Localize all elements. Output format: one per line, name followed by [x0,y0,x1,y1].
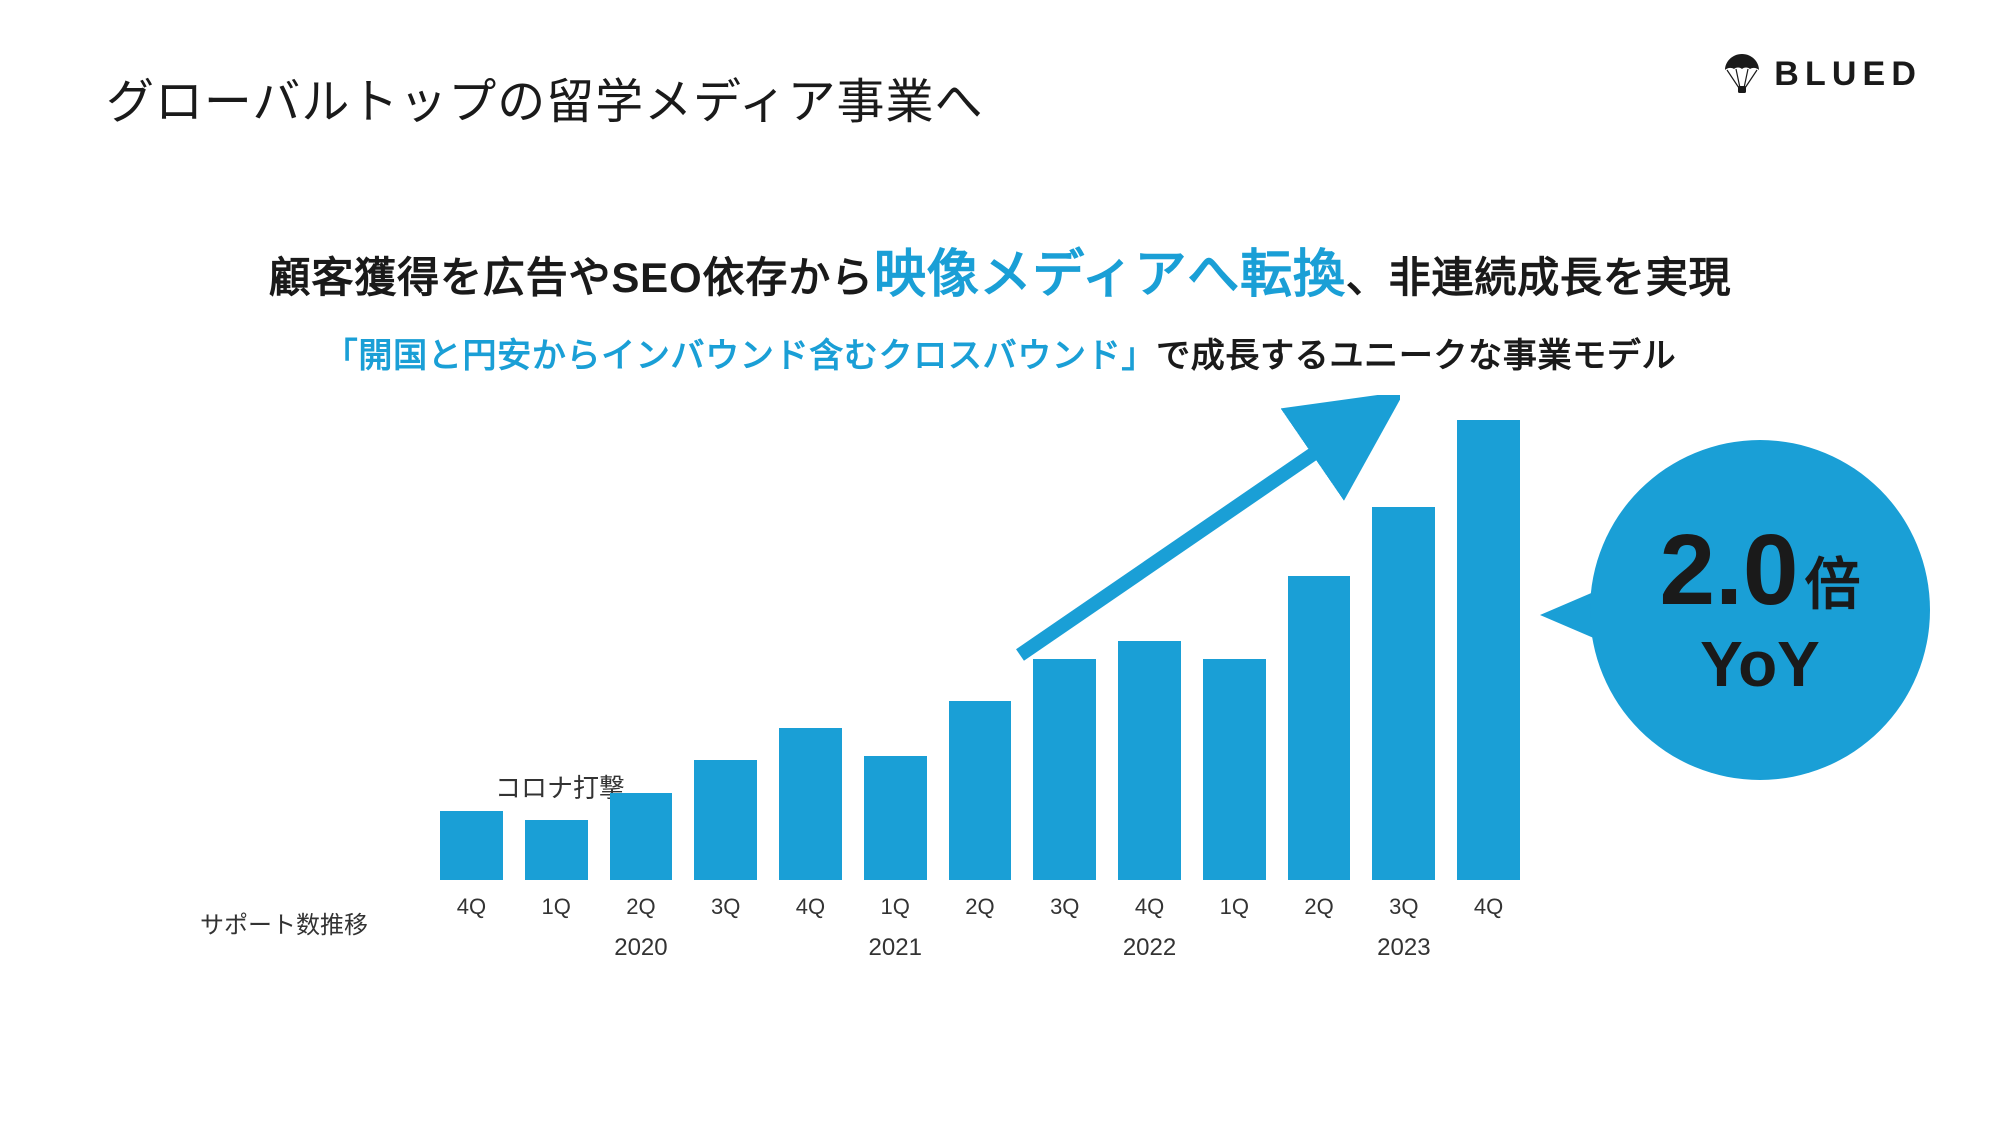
bar [949,701,1012,880]
headline: 顧客獲得を広告やSEO依存から映像メディアへ転換、非連続成長を実現 [0,232,2000,307]
callout-bubble: 2.0 倍 YoY [1590,440,1930,780]
subheadline-black: で成長するユニークな事業モデル [1156,337,1676,375]
page-title: グローバルトップの留学メディア事業へ [106,62,983,132]
x-tick-label: 1Q [525,894,588,920]
year-label: 2020 [614,934,667,962]
headline-part1: 顧客獲得を広告やSEO依存から [269,254,874,301]
callout-unit: 倍 [1805,540,1861,621]
brand-logo: BLUED [1722,52,1922,96]
callout-number: 2.0 [1659,520,1798,620]
x-tick-label: 4Q [1118,894,1181,920]
year-label: 2023 [1377,934,1430,962]
x-tick-label: 4Q [440,894,503,920]
headline-part2: 、非連続成長を実現 [1346,254,1732,301]
bar [1033,659,1096,880]
x-tick-label: 3Q [1372,894,1435,920]
x-tick-label: 3Q [1033,894,1096,920]
x-tick-label: 2Q [610,894,673,920]
year-label: 2022 [1123,934,1176,962]
trend-arrow [1000,395,1400,675]
bar [864,756,927,880]
headline-emphasis: 映像メディアへ転換 [874,246,1346,304]
bar [525,820,588,880]
x-tick-label: 4Q [779,894,842,920]
y-axis-label: サポート数推移 [200,905,368,940]
growth-callout: 2.0 倍 YoY [1540,440,1930,780]
x-tick-label: 2Q [949,894,1012,920]
bar [1203,659,1266,880]
callout-line2: YoY [1700,627,1820,701]
bar [440,811,503,880]
parachute-icon [1722,52,1762,96]
bar [1118,641,1181,880]
bar [1457,420,1520,880]
subheadline-blue: 「開国と円安からインバウンド含むクロスバウンド」 [324,337,1156,375]
x-tick-label: 2Q [1288,894,1351,920]
bar [610,793,673,880]
logo-text: BLUED [1774,55,1922,94]
bar [694,760,757,880]
x-tick-label: 1Q [1203,894,1266,920]
subheadline: 「開国と円安からインバウンド含むクロスバウンド」で成長するユニークな事業モデル [0,328,2000,377]
year-label: 2021 [869,934,922,962]
x-tick-label: 3Q [694,894,757,920]
bar [779,728,842,880]
x-tick-label: 1Q [864,894,927,920]
x-tick-label: 4Q [1457,894,1520,920]
